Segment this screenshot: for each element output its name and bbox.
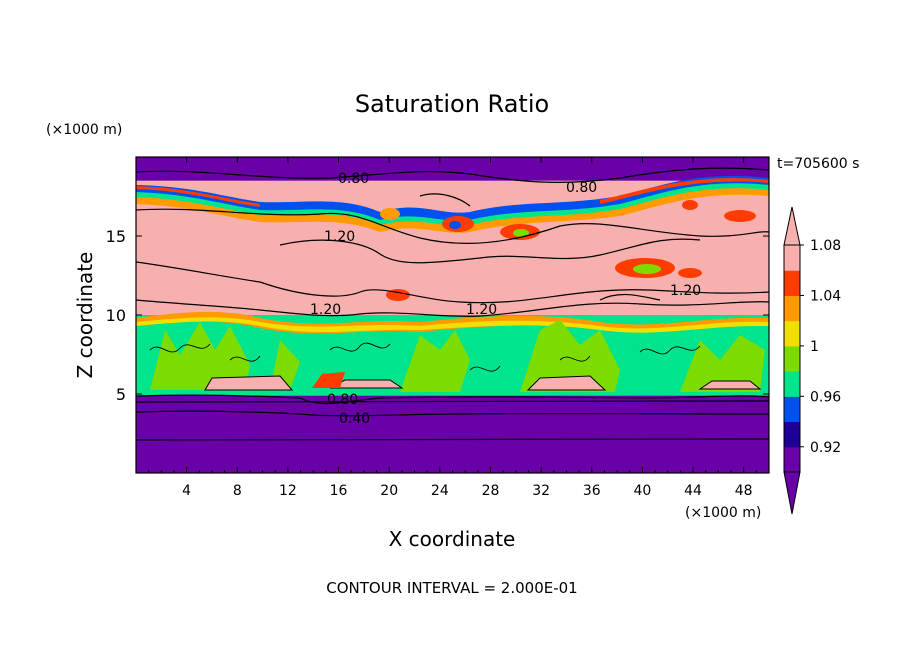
colorbar-top-arrow [783, 206, 801, 246]
contour-label: 0.80 [327, 392, 358, 408]
low-pink-patches [204, 372, 762, 391]
contour-label: 1.20 [324, 229, 355, 245]
layer-top [136, 157, 769, 181]
colorbar: 0.92 0.96 1 1.04 1.08 [783, 206, 841, 515]
x-tick-label: 24 [431, 483, 449, 499]
contour-lines [136, 167, 769, 441]
contour-label: 1.20 [466, 302, 497, 318]
upper-patches [380, 200, 756, 301]
x-unit-label: (×1000 m) [685, 505, 761, 521]
y-axis-ticks: 5 10 15 [106, 227, 769, 404]
x-tick-label: 36 [583, 483, 601, 499]
colorbar-swatch [784, 270, 800, 296]
contour-label: 0.40 [339, 411, 370, 427]
mid-texture [149, 342, 701, 372]
contour-interval-footer: CONTOUR INTERVAL = 2.000E-01 [326, 579, 577, 597]
transition-yellow [136, 317, 769, 333]
green-towers [150, 320, 765, 392]
colorbar-swatch [784, 295, 800, 322]
y-tick-label: 5 [116, 385, 126, 404]
plot-area: 0.80 0.80 1.20 1.20 1.20 1.20 0.80 0.40 [136, 157, 769, 473]
contour-label: 1.20 [670, 283, 701, 299]
x-tick-label: 20 [380, 483, 398, 499]
contour-labels: 0.80 0.80 1.20 1.20 1.20 1.20 0.80 0.40 [310, 171, 701, 427]
contour-label: 1.20 [310, 302, 341, 318]
colorbar-swatch [784, 345, 800, 372]
colorbar-label: 1.04 [810, 288, 841, 304]
colorbar-frame [783, 244, 801, 473]
y-unit-label: (×1000 m) [46, 122, 122, 138]
y-tick-label: 10 [106, 306, 126, 325]
x-tick-label: 48 [735, 483, 753, 499]
x-axis-ticks: 4 8 12 16 20 24 28 32 36 40 44 48 [148, 157, 757, 499]
x-tick-label: 8 [233, 483, 242, 499]
colorbar-swatch [784, 320, 800, 347]
time-label: t=705600 s [777, 156, 859, 172]
band-orange [136, 188, 769, 233]
colorbar-bottom-arrow [783, 471, 801, 515]
x-tick-label: 32 [532, 483, 550, 499]
contour-label: 0.80 [338, 171, 369, 187]
colorbar-swatch [784, 371, 800, 397]
x-tick-label: 44 [684, 483, 702, 499]
y-tick-label: 15 [106, 227, 126, 246]
layer-lower [136, 395, 769, 473]
x-tick-label: 16 [330, 483, 348, 499]
colorbar-swatch [784, 245, 800, 271]
x-axis-label: X coordinate [389, 527, 516, 551]
x-tick-label: 28 [482, 483, 500, 499]
y-axis-label: Z coordinate [73, 252, 97, 379]
colorbar-label: 0.92 [810, 440, 841, 456]
colorbar-swatch [784, 446, 800, 473]
colorbar-swatch [784, 396, 800, 423]
colorbar-label: 1.08 [810, 238, 841, 254]
colorbar-label: 0.96 [810, 389, 841, 405]
x-tick-label: 4 [182, 483, 191, 499]
band-red [136, 178, 769, 207]
colorbar-label: 1 [810, 339, 819, 355]
x-tick-label: 40 [633, 483, 651, 499]
contour-label: 0.80 [566, 180, 597, 196]
x-tick-label: 12 [279, 483, 297, 499]
colorbar-swatch [784, 421, 800, 448]
chart-title: Saturation Ratio [355, 90, 549, 118]
